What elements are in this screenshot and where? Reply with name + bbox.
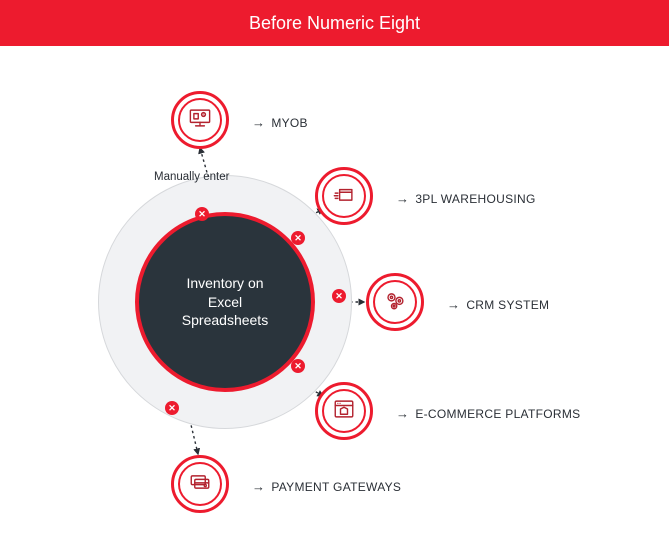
node-ecom-label: →E-COMMERCE PLATFORMS <box>396 406 580 421</box>
arrow-right-icon: → <box>396 191 409 206</box>
arrow-right-icon: → <box>447 297 460 312</box>
svg-text:$: $ <box>203 112 205 116</box>
node-ecom <box>315 382 373 440</box>
node-3pl-label: →3PL WAREHOUSING <box>396 191 536 206</box>
monitor-icon: $ <box>186 104 214 137</box>
disconnect-badge-3pl: ✕ <box>291 231 305 245</box>
box-icon <box>330 180 358 213</box>
node-3pl-inner <box>322 174 366 218</box>
node-myob-label: →MYOB <box>252 115 308 130</box>
center-circle: Inventory onExcelSpreadsheets <box>135 212 315 392</box>
header-title: Before Numeric Eight <box>249 13 420 34</box>
node-myob: $ <box>171 91 229 149</box>
node-3pl <box>315 167 373 225</box>
arrow-right-icon: → <box>252 479 265 494</box>
diagram-stage: Inventory onExcelSpreadsheets $ →MYOB ✕ →3P… <box>0 46 669 543</box>
node-pay-inner <box>178 462 222 506</box>
node-pay <box>171 455 229 513</box>
node-myob-inner: $ <box>178 98 222 142</box>
disconnect-badge-myob: ✕ <box>195 207 209 221</box>
center-text: Inventory onExcelSpreadsheets <box>182 274 268 331</box>
gears-icon <box>381 286 409 319</box>
arrow-right-icon: → <box>396 406 409 421</box>
node-ecom-inner <box>322 389 366 433</box>
header: Before Numeric Eight <box>0 0 669 46</box>
node-crm <box>366 273 424 331</box>
manually-enter-annotation: Manually enter <box>154 171 229 183</box>
browser-icon <box>330 395 358 428</box>
disconnect-badge-crm: ✕ <box>332 289 346 303</box>
node-pay-label: →PAYMENT GATEWAYS <box>252 479 401 494</box>
cards-icon <box>186 468 214 501</box>
disconnect-badge-ecom: ✕ <box>291 359 305 373</box>
disconnect-badge-pay: ✕ <box>165 401 179 415</box>
node-crm-label: →CRM SYSTEM <box>447 297 549 312</box>
node-crm-inner <box>373 280 417 324</box>
arrow-right-icon: → <box>252 115 265 130</box>
